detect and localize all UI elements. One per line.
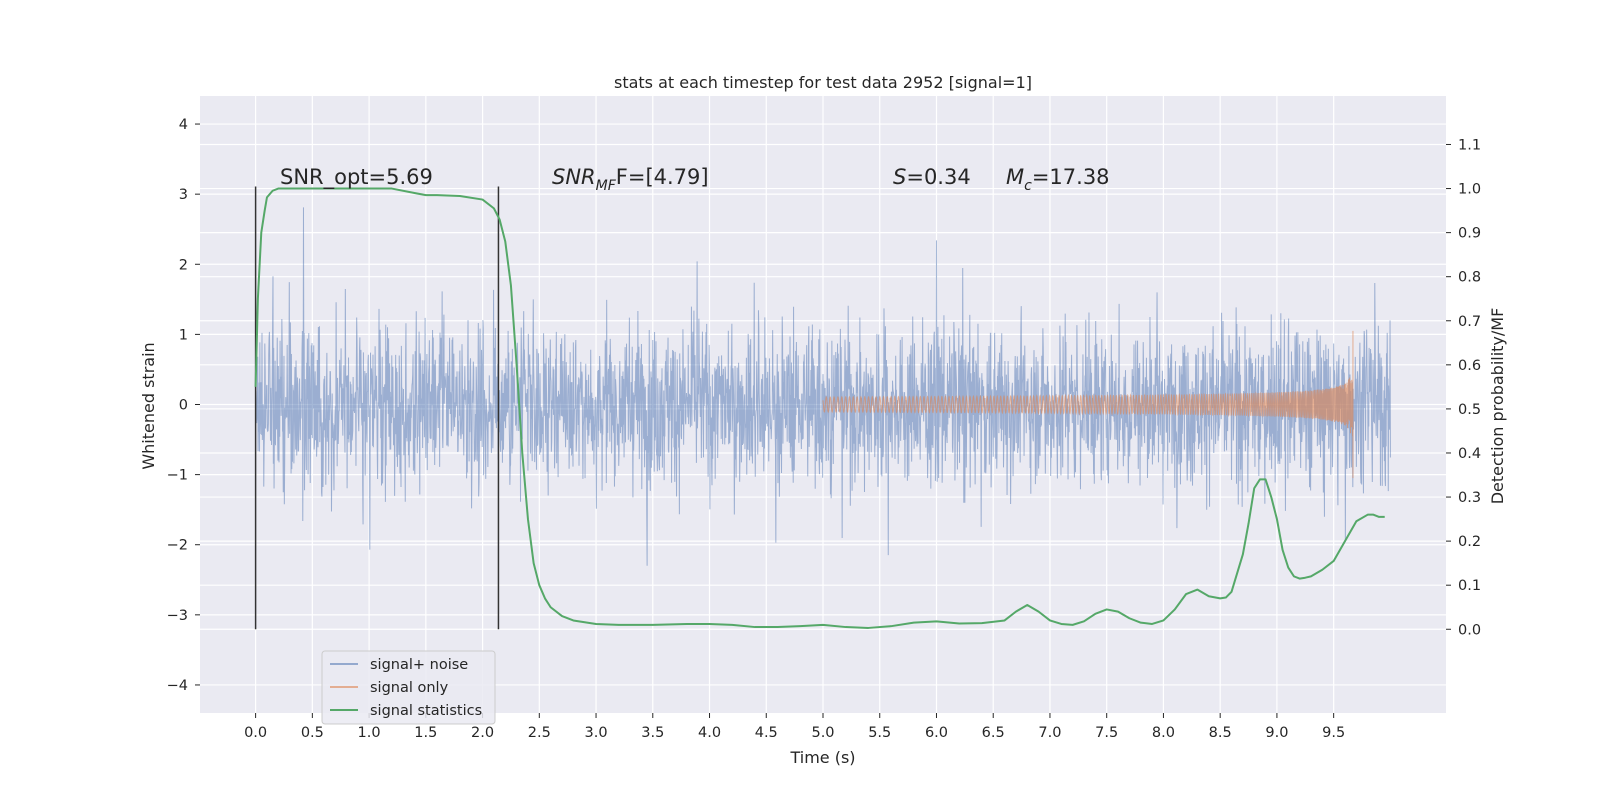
x-tick-label: 7.0 xyxy=(1038,725,1061,741)
right-tick-label: 1.1 xyxy=(1458,137,1481,153)
x-tick-label: 6.0 xyxy=(925,725,948,741)
left-tick-label: −4 xyxy=(167,678,188,694)
signal-only-line xyxy=(822,330,1354,479)
x-tick-label: 4.5 xyxy=(755,725,778,741)
legend-label-signal-noise: signal+ noise xyxy=(370,657,468,673)
annotation-s: S=0.34 xyxy=(893,165,971,189)
right-tick-label: 0.3 xyxy=(1458,490,1481,506)
annotation-snr-opt: SNR_opt=5.69 xyxy=(280,165,433,190)
signal-noise-line xyxy=(255,207,1391,566)
legend: signal+ noise signal only signal statist… xyxy=(321,650,496,725)
x-tick-label: 0.5 xyxy=(301,725,324,741)
x-tick-label: 1.0 xyxy=(358,725,381,741)
legend-box xyxy=(321,650,496,725)
x-tick-label: 7.5 xyxy=(1095,725,1118,741)
right-tick-label: 1.0 xyxy=(1458,182,1481,198)
annotation-mc: Mc=17.38 xyxy=(1006,165,1110,194)
chart-title: stats at each timestep for test data 295… xyxy=(614,73,1032,92)
signal-noise-series xyxy=(255,207,1391,566)
marker-vlines xyxy=(254,186,500,630)
signal-statistics-line xyxy=(254,187,1385,629)
right-tick-label: 0.8 xyxy=(1458,270,1481,286)
x-tick-label: 9.0 xyxy=(1265,725,1288,741)
x-tick-label: 8.0 xyxy=(1152,725,1175,741)
left-tick-label: −3 xyxy=(167,608,188,624)
right-tick-label: 0.7 xyxy=(1458,314,1481,330)
right-tick-label: 0.6 xyxy=(1458,358,1481,374)
x-tick-label: 9.5 xyxy=(1322,725,1345,741)
legend-label-signal-statistics: signal statistics xyxy=(370,703,482,719)
left-axis-ticks: 4 3 2 1 0 −1 −2 −3 −4 xyxy=(167,117,200,694)
x-tick-label: 5.5 xyxy=(868,725,891,741)
left-tick-label: 1 xyxy=(179,327,188,343)
x-tick-label: 8.5 xyxy=(1209,725,1232,741)
x-tick-label: 2.5 xyxy=(528,725,551,741)
signal-statistics-series xyxy=(254,187,1385,629)
left-tick-label: −1 xyxy=(167,468,188,484)
right-tick-label: 0.0 xyxy=(1458,622,1481,638)
left-tick-label: −2 xyxy=(167,538,188,554)
x-axis-ticks: 0.0 0.5 1.0 1.5 2.0 2.5 3.0 3.5 4.0 4.5 5.0 5.5 6.0 6… xyxy=(244,713,1345,741)
right-tick-label: 0.4 xyxy=(1458,446,1481,462)
x-tick-label: 4.0 xyxy=(698,725,721,741)
left-tick-label: 2 xyxy=(179,257,188,273)
x-tick-label: 2.0 xyxy=(471,725,494,741)
signal-only-series xyxy=(822,330,1354,479)
left-axis-label: Whitened strain xyxy=(139,342,158,469)
x-tick-label: 3.5 xyxy=(641,725,664,741)
left-tick-label: 3 xyxy=(179,187,188,203)
x-tick-label: 1.5 xyxy=(414,725,437,741)
legend-label-signal-only: signal only xyxy=(370,680,449,696)
right-tick-label: 0.9 xyxy=(1458,226,1481,242)
annotation-snr-mf: SNRMFF=[4.79] xyxy=(552,165,709,194)
right-axis-label: Detection probability/MF xyxy=(1488,308,1507,505)
right-tick-label: 0.1 xyxy=(1458,578,1481,594)
x-tick-label: 5.0 xyxy=(811,725,834,741)
x-tick-label: 3.0 xyxy=(585,725,608,741)
x-axis-label: Time (s) xyxy=(789,748,855,767)
right-tick-label: 0.2 xyxy=(1458,534,1481,550)
left-tick-label: 0 xyxy=(179,398,188,414)
left-tick-label: 4 xyxy=(179,117,188,133)
x-tick-label: 6.5 xyxy=(982,725,1005,741)
right-axis-ticks: 1.1 1.0 0.9 0.8 0.7 0.6 0.5 0.4 0.3 0.2 0.1 0.0 xyxy=(1446,137,1481,638)
x-tick-label: 0.0 xyxy=(244,725,267,741)
right-tick-label: 0.5 xyxy=(1458,402,1481,418)
